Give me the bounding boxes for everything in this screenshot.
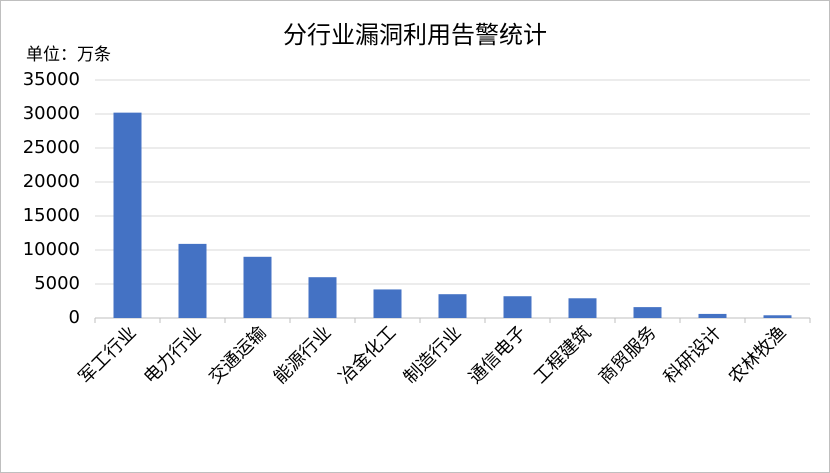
bar [503,296,532,318]
y-tick-label: 20000 [23,171,80,192]
bar [113,112,142,318]
bar [178,243,207,318]
y-tick-label: 15000 [23,205,80,226]
y-tick-label: 10000 [23,239,80,260]
bar [698,313,727,318]
bar [763,315,792,318]
y-tick-label: 30000 [23,103,80,124]
bar [438,294,467,318]
bar [243,256,272,318]
bar [308,277,337,318]
bar [568,298,597,318]
y-tick-label: 35000 [23,69,80,90]
y-tick-label: 25000 [23,137,80,158]
bar [633,307,662,318]
y-tick-label: 0 [69,307,80,328]
unit-label: 单位：万条 [26,45,111,65]
y-tick-label: 5000 [34,273,80,294]
chart-title: 分行业漏洞利用告警统计 [283,21,547,49]
bar [373,289,402,318]
